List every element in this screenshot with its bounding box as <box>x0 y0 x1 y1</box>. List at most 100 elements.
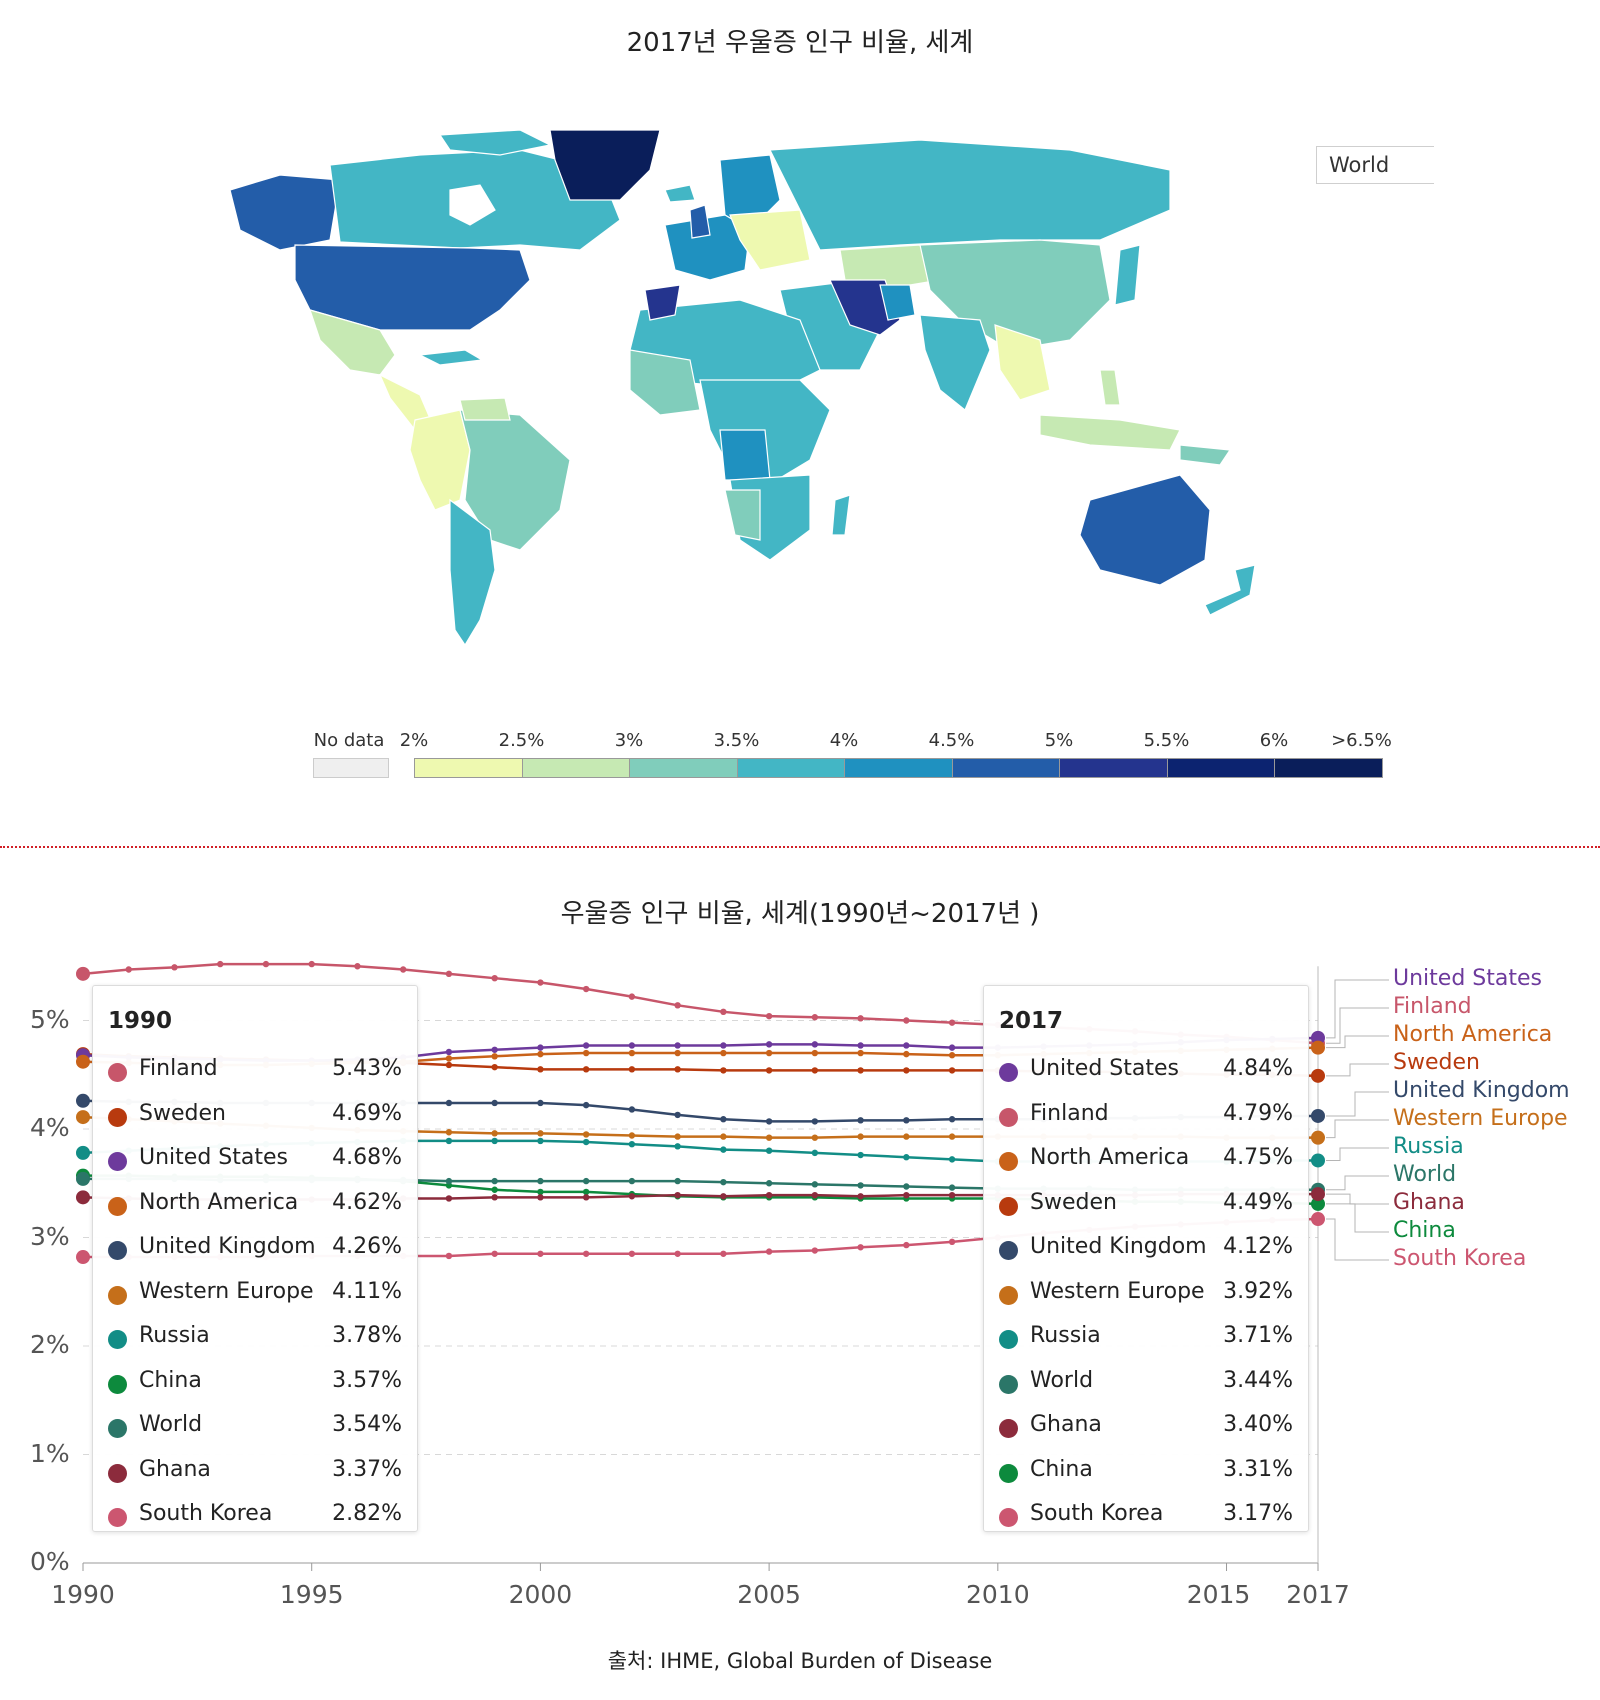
data-point[interactable] <box>491 1053 498 1060</box>
data-point[interactable] <box>720 1178 727 1186</box>
data-point[interactable] <box>765 1248 773 1255</box>
data-point[interactable] <box>811 1134 819 1141</box>
data-point[interactable] <box>76 1250 90 1265</box>
data-point[interactable] <box>628 1066 636 1073</box>
end-label[interactable]: United Kingdom <box>1393 1078 1570 1103</box>
data-point[interactable] <box>582 1177 590 1185</box>
data-point[interactable] <box>948 1116 956 1123</box>
data-point[interactable] <box>445 1055 453 1062</box>
end-label[interactable]: Western Europe <box>1393 1106 1568 1131</box>
data-point[interactable] <box>720 1049 727 1057</box>
data-point[interactable] <box>537 1177 544 1185</box>
data-point[interactable] <box>491 1130 498 1137</box>
data-point[interactable] <box>857 1015 864 1022</box>
data-point[interactable] <box>948 1191 956 1199</box>
data-point[interactable] <box>582 1194 590 1201</box>
data-point[interactable] <box>491 1177 498 1185</box>
data-point[interactable] <box>903 1183 910 1190</box>
data-point[interactable] <box>674 1143 681 1150</box>
data-point[interactable] <box>674 1111 681 1119</box>
data-point[interactable] <box>765 1191 773 1199</box>
data-point[interactable] <box>1311 1212 1325 1227</box>
data-point[interactable] <box>445 1195 453 1202</box>
data-point[interactable] <box>948 1019 956 1026</box>
data-point[interactable] <box>857 1244 864 1251</box>
data-point[interactable] <box>903 1191 910 1199</box>
data-point[interactable] <box>445 970 453 978</box>
data-point[interactable] <box>857 1193 864 1200</box>
data-point[interactable] <box>720 1250 727 1257</box>
data-point[interactable] <box>354 963 361 970</box>
data-point[interactable] <box>76 1190 90 1205</box>
data-point[interactable] <box>445 1137 453 1145</box>
data-point[interactable] <box>491 974 498 982</box>
data-point[interactable] <box>765 1180 773 1187</box>
data-point[interactable] <box>903 1241 910 1249</box>
data-point[interactable] <box>765 1041 773 1048</box>
data-point[interactable] <box>1311 1030 1325 1045</box>
data-point[interactable] <box>765 1147 773 1154</box>
data-point[interactable] <box>1311 1040 1325 1055</box>
data-point[interactable] <box>445 1099 453 1107</box>
data-point[interactable] <box>582 1066 590 1073</box>
data-point[interactable] <box>628 1177 636 1185</box>
data-point[interactable] <box>857 1133 864 1140</box>
data-point[interactable] <box>582 985 590 993</box>
data-point[interactable] <box>948 1133 956 1140</box>
data-point[interactable] <box>948 1156 956 1163</box>
data-point[interactable] <box>811 1067 819 1074</box>
data-point[interactable] <box>491 1046 498 1053</box>
data-point[interactable] <box>491 1063 498 1071</box>
data-point[interactable] <box>765 1118 773 1125</box>
data-point[interactable] <box>399 966 407 973</box>
data-point[interactable] <box>582 1101 590 1109</box>
end-label[interactable]: Russia <box>1393 1134 1464 1159</box>
data-point[interactable] <box>445 1048 453 1056</box>
data-point[interactable] <box>491 1099 498 1107</box>
data-point[interactable] <box>1311 1068 1325 1083</box>
data-point[interactable] <box>674 1133 681 1140</box>
data-point[interactable] <box>720 1193 727 1200</box>
data-point[interactable] <box>582 1250 590 1257</box>
data-point[interactable] <box>537 1137 544 1145</box>
data-point[interactable] <box>537 1066 544 1073</box>
data-point[interactable] <box>765 1134 773 1141</box>
data-point[interactable] <box>491 1250 498 1257</box>
data-point[interactable] <box>903 1133 910 1140</box>
data-point[interactable] <box>720 1133 727 1140</box>
data-point[interactable] <box>903 1067 910 1074</box>
data-point[interactable] <box>765 1012 773 1020</box>
data-point[interactable] <box>811 1049 819 1057</box>
data-point[interactable] <box>948 1044 956 1051</box>
data-point[interactable] <box>674 1042 681 1049</box>
data-point[interactable] <box>628 1250 636 1257</box>
data-point[interactable] <box>720 1116 727 1123</box>
data-point[interactable] <box>76 1171 90 1186</box>
data-point[interactable] <box>811 1181 819 1188</box>
data-point[interactable] <box>811 1247 819 1254</box>
data-point[interactable] <box>76 1054 90 1069</box>
data-point[interactable] <box>628 993 636 1000</box>
data-point[interactable] <box>537 1188 544 1196</box>
data-point[interactable] <box>857 1067 864 1074</box>
data-point[interactable] <box>674 1191 681 1199</box>
data-point[interactable] <box>537 1099 544 1107</box>
end-label[interactable]: World <box>1393 1162 1457 1187</box>
data-point[interactable] <box>491 1137 498 1145</box>
end-label[interactable]: North America <box>1393 1022 1553 1047</box>
data-point[interactable] <box>1311 1153 1325 1168</box>
data-point[interactable] <box>628 1193 636 1200</box>
data-point[interactable] <box>674 1177 681 1185</box>
data-point[interactable] <box>857 1117 864 1124</box>
data-point[interactable] <box>76 1145 90 1160</box>
data-point[interactable] <box>674 1002 681 1009</box>
data-point[interactable] <box>811 1118 819 1125</box>
data-point[interactable] <box>76 966 90 981</box>
data-point[interactable] <box>948 1067 956 1074</box>
data-point[interactable] <box>1311 1196 1325 1211</box>
data-point[interactable] <box>445 1129 453 1136</box>
data-point[interactable] <box>491 1186 498 1193</box>
end-label[interactable]: South Korea <box>1393 1246 1527 1271</box>
data-point[interactable] <box>857 1151 864 1159</box>
data-point[interactable] <box>308 960 315 968</box>
